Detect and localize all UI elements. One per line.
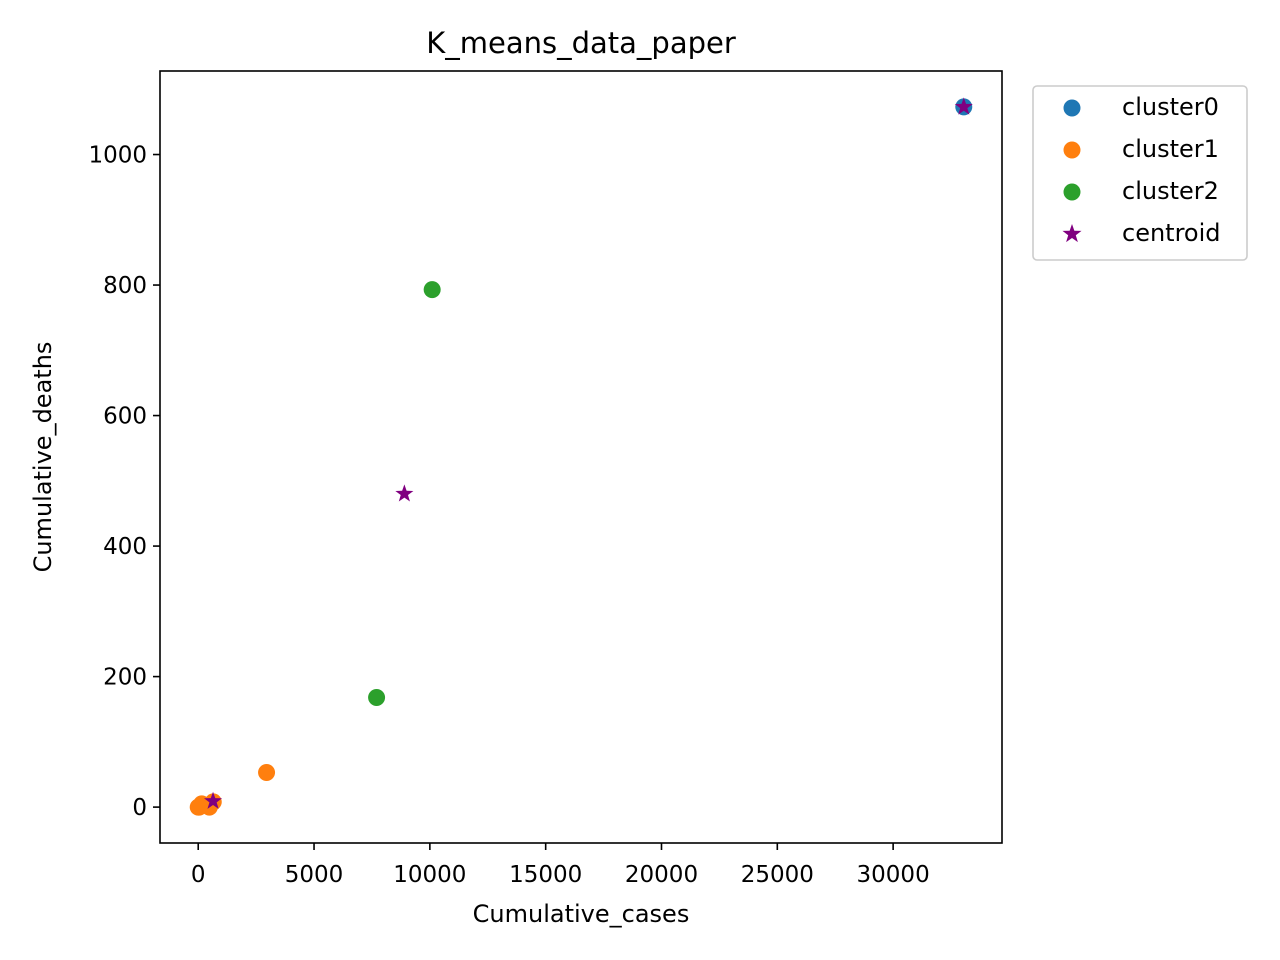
- legend-label-cluster2: cluster2: [1122, 177, 1219, 205]
- y-tick-label: 0: [132, 795, 147, 821]
- plot-frame: [159, 70, 1003, 844]
- y-tick-label: 200: [103, 665, 147, 691]
- x-tick-label: 20000: [625, 862, 698, 888]
- centroid-marker-centroid: [395, 484, 414, 502]
- data-points: [189, 97, 973, 816]
- y-axis-label: Cumulative_deaths: [29, 342, 57, 573]
- x-tick-label: 10000: [393, 862, 466, 888]
- data-point-cluster2: [368, 688, 386, 706]
- x-axis-label: Cumulative_cases: [473, 900, 690, 928]
- legend-marker-cluster0: [1063, 99, 1081, 117]
- legend-label-centroid: centroid: [1122, 219, 1221, 247]
- legend-marker-centroid: [1062, 224, 1082, 243]
- legend: cluster0 cluster1 cluster2 centroid: [1032, 85, 1248, 261]
- x-tick-label: 25000: [741, 862, 814, 888]
- centroid-marker-centroid: [204, 791, 223, 809]
- y-tick-label: 600: [103, 404, 147, 430]
- legend-label-cluster1: cluster1: [1122, 135, 1219, 163]
- legend-marker-cluster2: [1063, 183, 1081, 201]
- x-tick-label: 15000: [509, 862, 582, 888]
- y-tick-label: 400: [103, 534, 147, 560]
- y-tick-label: 800: [103, 273, 147, 299]
- legend-label-cluster0: cluster0: [1122, 93, 1219, 121]
- centroid-marker-centroid: [954, 97, 973, 115]
- y-tick-label: 1000: [88, 143, 147, 169]
- legend-marker-cluster1: [1063, 141, 1081, 159]
- plot-area: [160, 71, 1002, 843]
- x-tick-label: 30000: [857, 862, 930, 888]
- x-axis: 0 5000 10000 15000 20000 25000 30000: [191, 843, 930, 888]
- legend-box: [1032, 85, 1248, 261]
- data-point-cluster2: [423, 281, 441, 299]
- y-axis: 0 200 400 600 800 1000: [88, 143, 160, 821]
- x-tick-label: 5000: [285, 862, 344, 888]
- x-tick-label: 0: [191, 862, 206, 888]
- data-point-cluster1: [258, 764, 276, 782]
- chart-title: K_means_data_paper: [426, 26, 736, 60]
